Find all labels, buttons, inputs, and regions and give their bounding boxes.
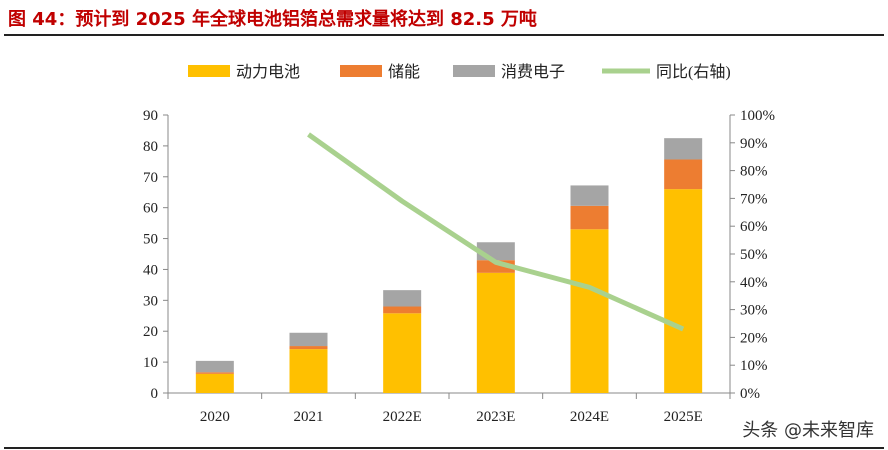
y2-tick-label: 60%: [740, 219, 768, 235]
bars: [195, 138, 703, 393]
legend-label-storage: 储能: [388, 63, 420, 81]
bar-storage: [570, 205, 609, 230]
legend: 动力电池 储能 消费电子 同比(右轴): [188, 63, 731, 81]
y-tick-label: 90: [143, 108, 158, 124]
bar-power: [664, 189, 703, 393]
x-tick-label: 2024E: [570, 409, 609, 425]
x-tick-label: 2021: [294, 409, 324, 425]
y2-tick-label: 70%: [740, 191, 768, 207]
chart: 动力电池 储能 消费电子 同比(右轴) 0 10 20 30 40 50 60 70 80 90 0% 10…: [143, 63, 775, 425]
bar-consumer: [383, 290, 422, 307]
y-tick-label: 50: [143, 232, 158, 248]
legend-swatch-storage: [340, 65, 382, 77]
bottom-rule: [4, 447, 884, 449]
legend-label-yoy: 同比(右轴): [656, 63, 731, 81]
y-tick-label: 10: [143, 355, 158, 371]
legend-label-consumer: 消费电子: [501, 63, 565, 81]
chart-title: 图 44：预计到 2025 年全球电池铝箔总需求量将达到 82.5 万吨: [8, 9, 537, 30]
y-tick-label: 80: [143, 139, 158, 155]
bar-consumer: [664, 138, 703, 160]
y-tick-label: 0: [151, 386, 159, 402]
legend-label-power: 动力电池: [236, 63, 300, 81]
y2-tick-label: 100%: [740, 108, 775, 124]
title-rule: [4, 34, 884, 36]
y2-tick-label: 80%: [740, 164, 768, 180]
x-tick-label: 2023E: [476, 409, 515, 425]
bar-power: [195, 373, 234, 393]
y2-tick-label: 50%: [740, 247, 768, 263]
bar-power: [476, 272, 515, 393]
legend-swatch-power: [188, 65, 230, 77]
watermark: 头条 @未来智库: [742, 420, 874, 441]
y-tick-label: 70: [143, 170, 158, 186]
bar-storage: [664, 159, 703, 190]
y2-tick-label: 90%: [740, 136, 768, 152]
legend-swatch-consumer: [453, 65, 495, 77]
y2-tick-label: 30%: [740, 303, 768, 319]
y2-tick-label: 20%: [740, 330, 768, 346]
bar-consumer: [289, 332, 328, 347]
y2-tick-label: 0%: [740, 386, 760, 402]
bar-consumer: [195, 360, 234, 373]
bar-power: [570, 229, 609, 393]
y-tick-label: 30: [143, 293, 158, 309]
y-tick-label: 40: [143, 262, 158, 278]
axes: 0 10 20 30 40 50 60 70 80 90 0% 10% 20% 30% 40% 50% 60% 7…: [143, 108, 775, 425]
x-tick-label: 2020: [200, 409, 230, 425]
x-tick-label: 2022E: [383, 409, 422, 425]
yoy-line-layer: [307, 132, 685, 332]
bar-power: [289, 349, 328, 393]
y2-tick-label: 10%: [740, 358, 768, 374]
bar-storage: [383, 306, 422, 314]
bar-consumer: [570, 185, 609, 206]
bar-storage: [195, 372, 234, 374]
x-tick-label: 2025E: [664, 409, 703, 425]
bar-power: [383, 313, 422, 393]
y-tick-label: 60: [143, 201, 158, 217]
y2-tick-label: 40%: [740, 275, 768, 291]
y-tick-label: 20: [143, 324, 158, 340]
bar-storage: [289, 346, 328, 350]
